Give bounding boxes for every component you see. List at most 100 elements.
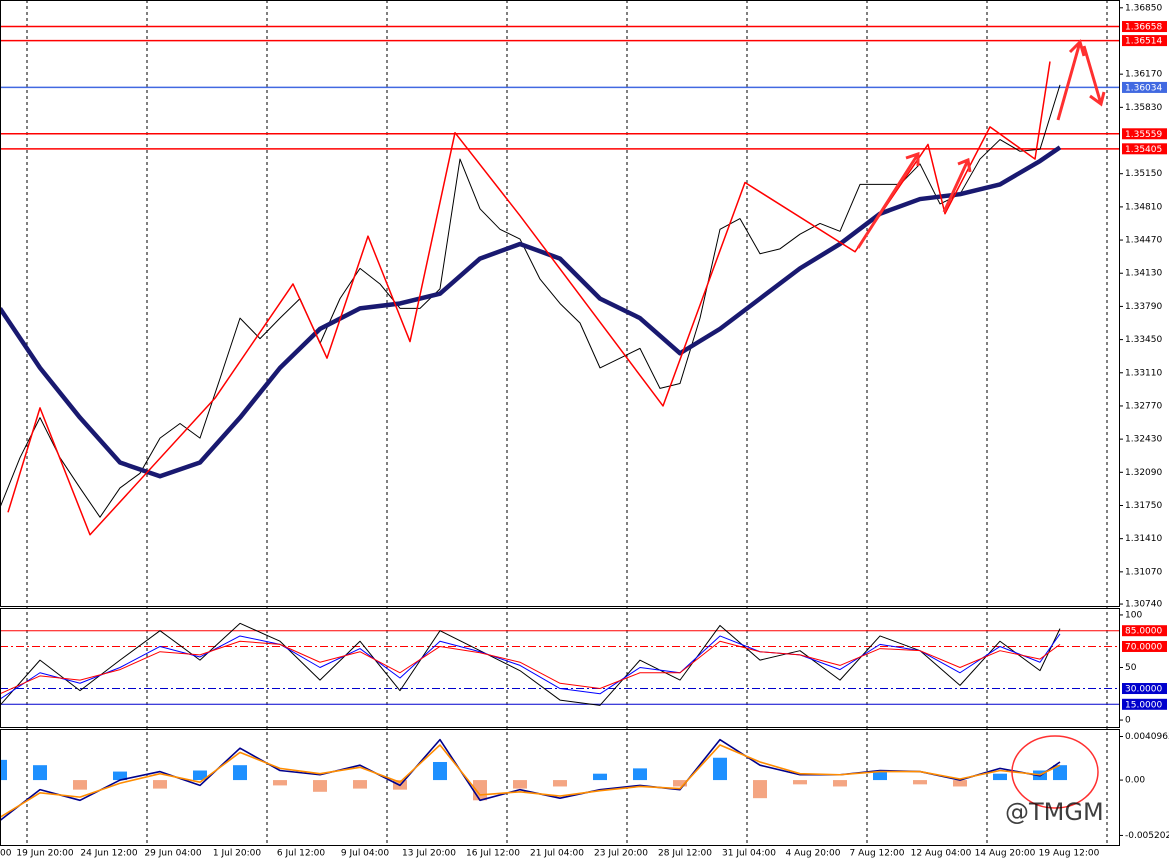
- histogram-bar: [593, 773, 607, 781]
- level-label-bg: [1122, 698, 1167, 710]
- x-tick-label: 4 Aug 20:00: [786, 849, 841, 859]
- x-tick-label: 16 Jul 12:00: [466, 849, 520, 859]
- x-tick-label: 7 Aug 12:00: [850, 849, 905, 859]
- level-label: 30.0000: [1125, 685, 1162, 695]
- x-tick-label: 19 Aug 12:00: [1039, 849, 1100, 859]
- y-tick-label: 1.33450: [1125, 335, 1162, 345]
- y-tick-label: 0.0040965: [1125, 732, 1169, 742]
- y-tick-label: 1.35830: [1125, 103, 1162, 113]
- histogram-bar: [953, 780, 967, 787]
- y-tick-label: 1.32430: [1125, 435, 1162, 445]
- histogram-bar: [873, 771, 887, 781]
- panel-borders: [0, 0, 1120, 846]
- histogram-bar: [313, 780, 327, 792]
- x-tick-label: 9 Jul 04:00: [341, 849, 390, 859]
- y-tick-label: 1.35150: [1125, 169, 1162, 179]
- x-tick-label: 13 Jul 20:00: [402, 849, 456, 859]
- plot-area: [0, 25, 1120, 822]
- histogram-bar: [833, 780, 847, 787]
- level-label-bg: [1122, 640, 1167, 652]
- y-tick-label: 1.34810: [1125, 202, 1162, 212]
- oscillator-panel: [0, 608, 1120, 728]
- level-label: 70.0000: [1125, 642, 1162, 652]
- histogram-bar: [673, 780, 687, 787]
- level-label: 15.0000: [1125, 700, 1162, 710]
- y-tick-label: 50: [1125, 663, 1137, 673]
- x-tick-label: 12 Aug 04:00: [911, 849, 972, 859]
- x-tick-label: 23 Jul 20:00: [594, 849, 648, 859]
- arrow: [1056, 39, 1086, 121]
- histogram-bar: [513, 780, 527, 789]
- level-label: 1.36658: [1125, 23, 1162, 33]
- y-tick-label: 1.32090: [1125, 468, 1162, 478]
- x-tick-label: 21 Jul 04:00: [530, 849, 584, 859]
- highlight-circle: [1011, 735, 1099, 809]
- y-tick-label: 1.33110: [1125, 368, 1162, 378]
- y-tick-label: 1.31750: [1125, 501, 1162, 511]
- y-tick-label: 1.33790: [1125, 302, 1162, 312]
- histogram-bar: [73, 780, 87, 790]
- arrow: [856, 151, 920, 249]
- histogram-bar: [193, 770, 207, 781]
- level-label-bg: [1122, 625, 1167, 637]
- histogram-bar: [353, 780, 367, 789]
- y-tick-label: 1.30740: [1125, 600, 1162, 610]
- y-tick-label: 1.36850: [1125, 3, 1162, 13]
- histogram-bar: [473, 780, 487, 801]
- histogram-bar: [273, 780, 287, 786]
- level-label: 1.36034: [1125, 83, 1162, 93]
- series-line: [0, 640, 1061, 695]
- x-tick-label: 28 Jul 12:00: [658, 849, 712, 859]
- level-label: 1.35405: [1125, 145, 1162, 155]
- level-label-bg: [1122, 81, 1167, 93]
- macd-panel: [0, 729, 1120, 846]
- level-label: 1.36514: [1125, 37, 1162, 47]
- histogram-bar: [113, 771, 127, 781]
- histogram-bar: [33, 765, 47, 781]
- level-label: 85.0000: [1125, 627, 1162, 637]
- series-line: [0, 633, 1061, 700]
- level-label-bg: [1122, 35, 1167, 47]
- y-tick-label: 1.34470: [1125, 236, 1162, 246]
- y-tick-label: 1.34130: [1125, 269, 1162, 279]
- level-label-bg: [1122, 21, 1167, 33]
- histogram-bar: [753, 780, 767, 799]
- histogram-bar: [233, 765, 247, 781]
- annotations: [856, 39, 1106, 809]
- histogram-bar: [913, 780, 927, 785]
- level-label: 1.35559: [1125, 130, 1162, 140]
- y-tick-label: 100: [1125, 610, 1142, 620]
- watermark: @TMGM: [1005, 798, 1104, 826]
- series-line: [0, 145, 1062, 479]
- series-line: [0, 84, 1061, 518]
- x-tick-label: 6 Jul 12:00: [277, 849, 326, 859]
- level-label-bg: [1122, 128, 1167, 140]
- x-tick-label: 31 Jul 04:00: [722, 849, 776, 859]
- histogram-bar: [633, 768, 647, 781]
- histogram-bar: [793, 780, 807, 785]
- level-label-bg: [1122, 143, 1167, 155]
- histogram-bar: [1053, 765, 1067, 781]
- arrow: [942, 157, 972, 213]
- series-line: [7, 61, 1051, 536]
- series-line: [0, 622, 1061, 706]
- histogram-bar: [0, 759, 7, 781]
- histogram-bar: [553, 780, 567, 787]
- x-tick-label: 29 Jun 04:00: [144, 849, 201, 859]
- arrow: [1082, 45, 1106, 107]
- y-tick-label: 1.31070: [1125, 567, 1162, 577]
- x-tick-label: 24 Jun 12:00: [80, 849, 137, 859]
- y-tick-label: 1.36170: [1125, 70, 1162, 80]
- histogram-bar: [153, 780, 167, 789]
- main-panel: [0, 0, 1120, 607]
- x-tick-label: 19 Jun 20:00: [16, 849, 73, 859]
- y-tick-label: 0: [1125, 716, 1131, 726]
- histogram-bar: [433, 761, 447, 781]
- y-tick-label: 0.00: [1125, 776, 1145, 786]
- histogram-bar: [713, 757, 727, 781]
- x-tick-label: 00: [0, 849, 12, 859]
- y-tick-label: 1.31410: [1125, 534, 1162, 544]
- axis-layer: 1.36850 1.36170 1.35830 1.35150 1.34810 1.344…: [0, 3, 1169, 858]
